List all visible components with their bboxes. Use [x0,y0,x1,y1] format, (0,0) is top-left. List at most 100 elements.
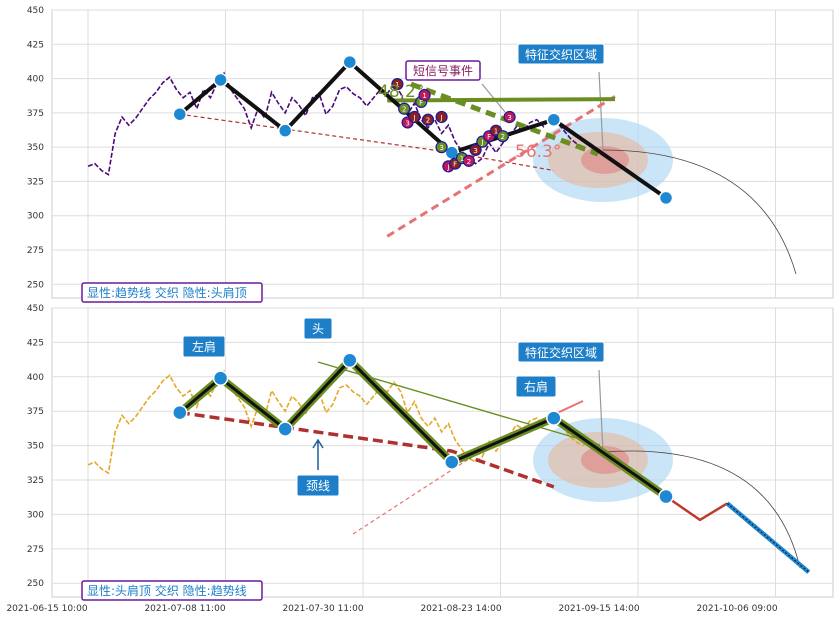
top-signal-marker-label: 2 [426,117,430,125]
top-signal-marker-label: 2 [501,133,505,141]
bottom-zone-label: 特征交织区域 [525,345,597,360]
neckline-arrow [312,438,324,470]
top-projection-arc [602,149,797,275]
left-shoulder-box [182,335,226,358]
top-zigzag-node [658,190,674,206]
top-signal-marker-label: F [487,133,491,141]
top-signal-marker [435,141,448,154]
bottom-y-tick-label: 425 [27,338,44,348]
top-signal-marker-label: 1 [460,155,464,163]
top-price-line [87,71,585,176]
bottom-zone-arrow [598,369,604,453]
x-tick-label: 2021-07-08 11:00 [144,604,225,614]
bottom-y-tick-label: 375 [27,407,44,417]
marker-layer [172,54,674,505]
top-zigzag-node [277,123,293,138]
x-tick-label: 2021-09-15 14:00 [558,604,639,614]
right-shoulder-label: 右肩 [524,379,548,394]
bottom-pattern-node [212,370,229,386]
angle-label-1: 48.2° [378,82,424,102]
top-signal-marker [462,154,475,167]
bottom-legend-box [81,580,263,601]
head-box [303,317,333,340]
top-signal-marker [398,102,411,115]
bottom-neckline [179,410,555,489]
top-y-tick-label: 375 [27,109,44,119]
top-y-tick-label: 300 [27,212,44,222]
top-zigzag-node [546,112,562,127]
top-legend-box [81,282,263,303]
neckline-label: 颈线 [306,479,330,493]
top-panel-frame [51,9,834,299]
top-signal-marker-label: 2 [467,158,471,166]
bottom-pattern-node [658,488,674,505]
top-signal-marker [503,110,516,124]
bottom-y-tick-label: 325 [27,476,44,486]
top-zigzag-node [342,54,358,70]
left-shoulder-label: 左肩 [192,339,216,354]
bottom-rising-dashed [352,439,499,535]
top-signal-marker-label: J [446,163,449,171]
right-shoulder-box [515,375,557,398]
neckline-box [296,474,340,497]
bottom-y-tick-label: 275 [27,545,44,555]
top-zigzag-node [172,106,188,122]
top-neckline [179,113,554,172]
bottom-pattern-node [172,404,188,421]
bottom-pattern-node [546,410,562,426]
top-signal-marker-label: 3 [507,114,511,122]
bottom-pattern-node [277,421,293,437]
top-zigzag-node [213,72,228,88]
top-y-tick-label: 425 [27,40,44,50]
series-layer [87,59,811,574]
top-y-tick-label: 325 [27,177,44,187]
angle-label-2: 56.3° [515,142,561,162]
event-label: 短信号事件 [413,64,473,78]
top-zone-label: 特征交织区域 [525,47,597,62]
x-tick-label: 2021-06-15 10:00 [6,604,87,614]
bottom-projection-red [665,495,728,522]
top-signal-marker-label: 1 [494,128,498,136]
event-label-box [405,60,481,81]
top-signal-marker-label: J [480,139,483,147]
head-label: 头 [312,322,324,336]
bottom-projection-arc [602,450,801,569]
top-signal-marker [418,88,431,102]
bottom-y-tick-label: 250 [27,579,44,589]
top-y-tick-label: 450 [27,6,44,16]
top-rising-trendline [386,95,616,238]
top-signal-marker-label: J [412,114,415,122]
top-signal-marker [435,110,448,124]
top-y-tick-label: 250 [27,280,44,290]
x-tick-label: 2021-10-06 09:00 [696,604,777,614]
top-signal-marker-label: J [440,114,443,122]
top-zone-label-box [517,43,605,65]
top-signal-marker [421,113,435,126]
bottom-y-tick-label: 300 [27,510,44,520]
bottom-y-tick-label: 450 [27,304,44,314]
top-signal-marker [391,77,404,91]
top-y-tick-label: 275 [27,246,44,256]
bottom-pattern-node [342,352,358,369]
bottom-pattern-node [444,454,460,470]
top-signal-marker-label: 3 [439,144,443,152]
bottom-y-tick-label: 350 [27,442,44,452]
bottom-price-line [87,369,585,475]
top-signal-marker [496,130,509,143]
top-signal-marker-label: 3 [405,119,409,127]
top-signal-marker-label: 1 [395,81,399,89]
bottom-zone-label-box [517,341,605,363]
top-signal-marker [408,110,421,124]
top-y-tick-label: 350 [27,143,44,153]
top-zone-arrow [598,71,604,151]
top-y-tick-label: 400 [27,75,44,85]
top-signal-marker-label: F [419,99,423,107]
top-signal-marker-label: 2 [402,106,406,114]
bottom-legend-text: 显性:头肩顶 交织 隐性:趋势线 [87,583,247,598]
top-signal-marker-label: F [453,161,457,169]
top-signal-marker [469,143,482,156]
top-signal-marker-label: 3 [473,147,477,155]
